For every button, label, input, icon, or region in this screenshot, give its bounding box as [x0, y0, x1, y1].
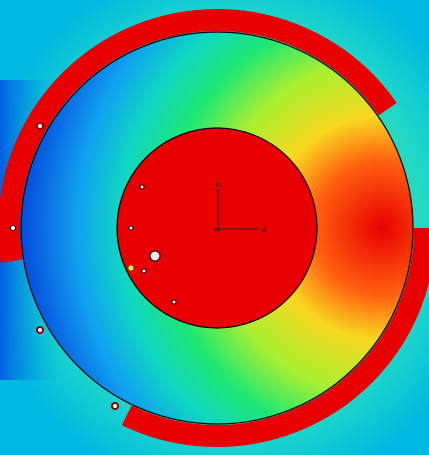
probe-marker[interactable]: [10, 225, 16, 231]
axis-label-v: v: [215, 180, 220, 189]
probe-marker[interactable]: [171, 299, 177, 305]
axis-label-w: w: [214, 225, 221, 234]
probe-marker[interactable]: [139, 184, 145, 190]
axis-label-u: u: [261, 225, 266, 234]
outer-hot-halo: [0, 9, 429, 447]
probe-marker[interactable]: [127, 264, 135, 272]
probe-marker[interactable]: [36, 122, 44, 130]
probe-marker[interactable]: [36, 326, 44, 334]
probe-marker[interactable]: [128, 225, 134, 231]
probe-marker[interactable]: [141, 268, 147, 274]
probe-marker-selected[interactable]: [149, 250, 161, 262]
inner-hot-core: [116, 127, 318, 329]
probe-marker[interactable]: [111, 402, 119, 410]
axis-triad: v u w: [214, 180, 266, 234]
